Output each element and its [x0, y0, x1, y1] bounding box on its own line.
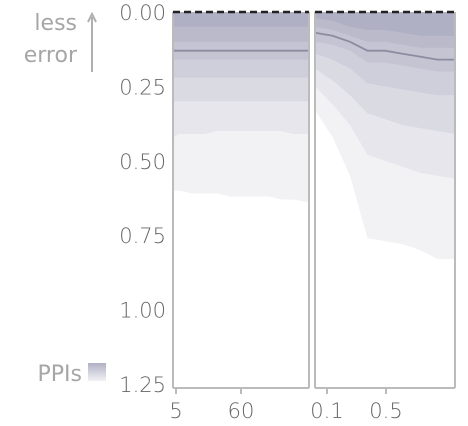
x-tick-label: 0.1 — [310, 399, 343, 423]
median-line — [314, 31, 455, 61]
x-tick-label: 60 — [228, 399, 255, 423]
y-tick-label: 0.50 — [119, 150, 166, 174]
y-tick-label: 0.00 — [119, 1, 166, 25]
y-tick-label: 1.25 — [119, 373, 166, 397]
x-tick-label: 0.5 — [369, 399, 402, 423]
less-error-arrow-icon — [87, 11, 97, 72]
x-tick-label: 5 — [169, 399, 182, 423]
legend-label: PPIs — [38, 362, 82, 387]
interval-band — [315, 12, 455, 36]
y-tick-label: 0.75 — [119, 224, 166, 248]
y-tick-label: 0.25 — [119, 75, 166, 99]
interval-band — [173, 12, 309, 27]
legend-swatch — [88, 363, 106, 381]
y-annotation-line1: less — [34, 11, 77, 36]
y-tick-label: 1.00 — [119, 299, 166, 323]
y-annotation-line2: error — [24, 43, 78, 68]
